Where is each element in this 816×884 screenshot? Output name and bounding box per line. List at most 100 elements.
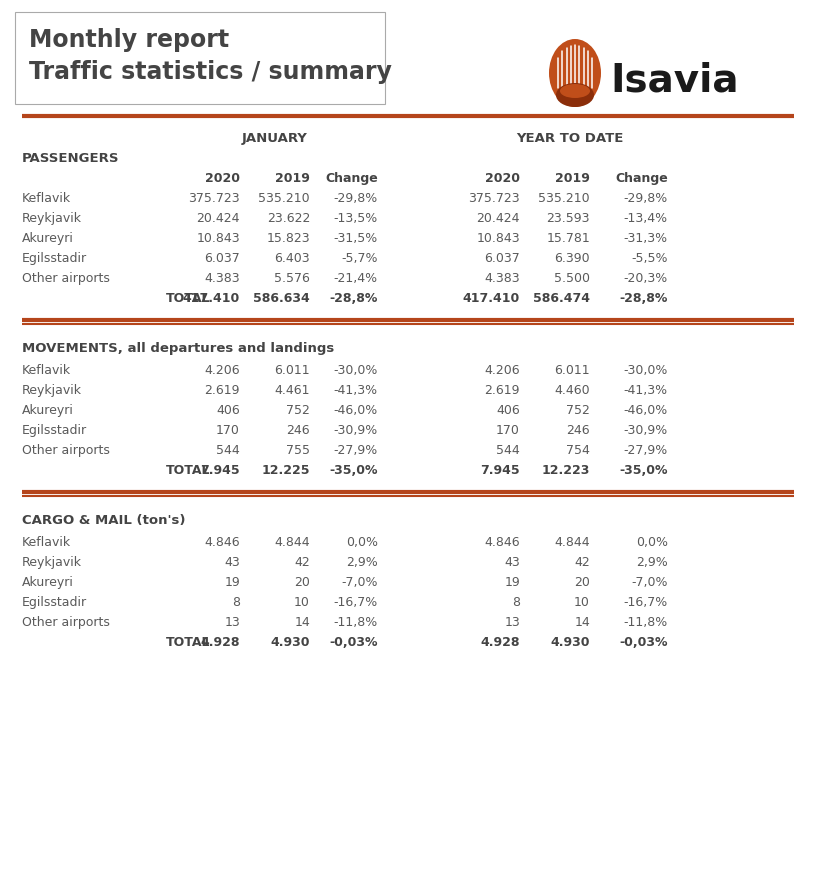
Text: Monthly report: Monthly report xyxy=(29,28,229,52)
Text: 6.037: 6.037 xyxy=(204,252,240,265)
Text: 544: 544 xyxy=(496,444,520,457)
Text: 170: 170 xyxy=(216,424,240,437)
Text: 7.945: 7.945 xyxy=(481,464,520,477)
Text: MOVEMENTS, all departures and landings: MOVEMENTS, all departures and landings xyxy=(22,342,335,355)
Text: Keflavik: Keflavik xyxy=(22,364,71,377)
Text: 754: 754 xyxy=(566,444,590,457)
Text: -30,9%: -30,9% xyxy=(334,424,378,437)
Text: 406: 406 xyxy=(496,404,520,417)
Text: -28,8%: -28,8% xyxy=(619,292,668,305)
Text: Akureyri: Akureyri xyxy=(22,404,74,417)
Text: 4.928: 4.928 xyxy=(201,636,240,649)
Text: 0,0%: 0,0% xyxy=(346,536,378,549)
Text: -11,8%: -11,8% xyxy=(334,616,378,629)
Text: 15.823: 15.823 xyxy=(266,232,310,245)
Text: 4.844: 4.844 xyxy=(554,536,590,549)
Text: -41,3%: -41,3% xyxy=(624,384,668,397)
Text: -46,0%: -46,0% xyxy=(334,404,378,417)
Text: 535.210: 535.210 xyxy=(539,192,590,205)
Text: -30,9%: -30,9% xyxy=(623,424,668,437)
Text: 4.930: 4.930 xyxy=(551,636,590,649)
Text: 2,9%: 2,9% xyxy=(346,556,378,569)
Text: CARGO & MAIL (ton's): CARGO & MAIL (ton's) xyxy=(22,514,185,527)
Text: Change: Change xyxy=(326,172,378,185)
Text: 20.424: 20.424 xyxy=(197,212,240,225)
Text: 23.622: 23.622 xyxy=(267,212,310,225)
Text: 755: 755 xyxy=(286,444,310,457)
Text: 4.206: 4.206 xyxy=(204,364,240,377)
Text: 4.846: 4.846 xyxy=(204,536,240,549)
Text: 12.225: 12.225 xyxy=(261,464,310,477)
Text: 14: 14 xyxy=(295,616,310,629)
Text: -35,0%: -35,0% xyxy=(330,464,378,477)
Text: Isavia: Isavia xyxy=(610,61,738,99)
Text: 2,9%: 2,9% xyxy=(636,556,668,569)
Text: -5,5%: -5,5% xyxy=(632,252,668,265)
Text: 43: 43 xyxy=(224,556,240,569)
Text: 2020: 2020 xyxy=(205,172,240,185)
Text: -5,7%: -5,7% xyxy=(342,252,378,265)
Text: -30,0%: -30,0% xyxy=(623,364,668,377)
Text: 8: 8 xyxy=(232,596,240,609)
Text: -7,0%: -7,0% xyxy=(342,576,378,589)
Text: 4.383: 4.383 xyxy=(204,272,240,285)
Text: 4.461: 4.461 xyxy=(274,384,310,397)
Text: -11,8%: -11,8% xyxy=(623,616,668,629)
Text: 375.723: 375.723 xyxy=(188,192,240,205)
Text: -13,4%: -13,4% xyxy=(624,212,668,225)
Text: 4.206: 4.206 xyxy=(485,364,520,377)
Text: Reykjavik: Reykjavik xyxy=(22,556,82,569)
Text: 4.928: 4.928 xyxy=(481,636,520,649)
Text: 246: 246 xyxy=(286,424,310,437)
Text: Akureyri: Akureyri xyxy=(22,232,74,245)
Text: Other airports: Other airports xyxy=(22,272,110,285)
Text: 6.011: 6.011 xyxy=(274,364,310,377)
Text: Keflavik: Keflavik xyxy=(22,536,71,549)
Text: 246: 246 xyxy=(566,424,590,437)
Text: 20.424: 20.424 xyxy=(477,212,520,225)
Text: -30,0%: -30,0% xyxy=(334,364,378,377)
Text: -27,9%: -27,9% xyxy=(623,444,668,457)
Text: 2.619: 2.619 xyxy=(485,384,520,397)
Text: -0,03%: -0,03% xyxy=(619,636,668,649)
Text: 6.390: 6.390 xyxy=(554,252,590,265)
Text: Traffic statistics / summary: Traffic statistics / summary xyxy=(29,60,392,84)
Text: 7.945: 7.945 xyxy=(201,464,240,477)
Text: JANUARY: JANUARY xyxy=(242,132,308,145)
Text: 0,0%: 0,0% xyxy=(636,536,668,549)
Ellipse shape xyxy=(549,39,601,107)
Text: Akureyri: Akureyri xyxy=(22,576,74,589)
Text: 10.843: 10.843 xyxy=(477,232,520,245)
Text: -31,5%: -31,5% xyxy=(334,232,378,245)
Text: YEAR TO DATE: YEAR TO DATE xyxy=(517,132,623,145)
Text: TOTAL: TOTAL xyxy=(166,636,210,649)
Text: -29,8%: -29,8% xyxy=(334,192,378,205)
Text: 535.210: 535.210 xyxy=(259,192,310,205)
Text: 42: 42 xyxy=(574,556,590,569)
Text: -27,9%: -27,9% xyxy=(334,444,378,457)
Text: Keflavik: Keflavik xyxy=(22,192,71,205)
Text: Reykjavik: Reykjavik xyxy=(22,384,82,397)
Text: 586.474: 586.474 xyxy=(533,292,590,305)
Text: Egilsstadir: Egilsstadir xyxy=(22,424,87,437)
Text: 42: 42 xyxy=(295,556,310,569)
Text: 586.634: 586.634 xyxy=(253,292,310,305)
Text: 2019: 2019 xyxy=(555,172,590,185)
Text: 4.844: 4.844 xyxy=(274,536,310,549)
Text: -35,0%: -35,0% xyxy=(619,464,668,477)
Text: 6.037: 6.037 xyxy=(484,252,520,265)
Text: 2019: 2019 xyxy=(275,172,310,185)
Text: 752: 752 xyxy=(286,404,310,417)
Text: 10: 10 xyxy=(574,596,590,609)
Text: 406: 406 xyxy=(216,404,240,417)
Text: 20: 20 xyxy=(294,576,310,589)
Text: 170: 170 xyxy=(496,424,520,437)
Text: -16,7%: -16,7% xyxy=(334,596,378,609)
FancyBboxPatch shape xyxy=(15,12,385,104)
Text: Reykjavik: Reykjavik xyxy=(22,212,82,225)
Text: 13: 13 xyxy=(224,616,240,629)
Text: 6.011: 6.011 xyxy=(554,364,590,377)
Text: 417.410: 417.410 xyxy=(183,292,240,305)
Text: 2020: 2020 xyxy=(485,172,520,185)
Text: Egilsstadir: Egilsstadir xyxy=(22,596,87,609)
